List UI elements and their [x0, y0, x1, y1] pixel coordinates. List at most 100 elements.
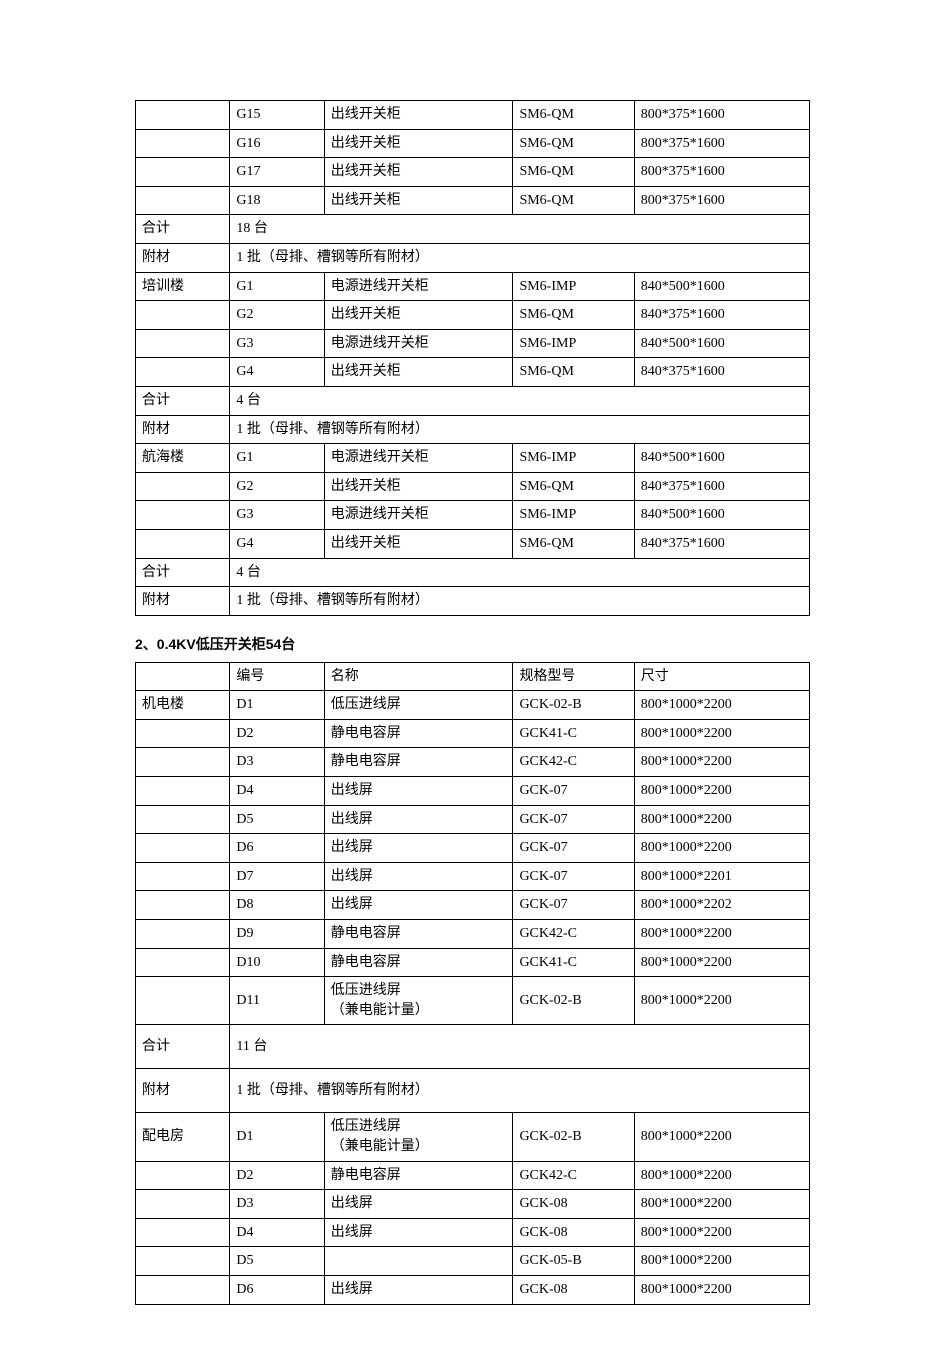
cell-location: 合计	[136, 558, 230, 587]
cell-item-name: 出线屏	[324, 834, 513, 863]
cell-dimensions: 800*1000*2200	[634, 691, 809, 720]
cell-model: GCK41-C	[513, 719, 634, 748]
cell-model: 规格型号	[513, 662, 634, 691]
table-row: G16出线开关柜SM6-QM800*375*1600	[136, 129, 810, 158]
cell-item-name: 出线开关柜	[324, 358, 513, 387]
cell-model: GCK-02-B	[513, 691, 634, 720]
cell-code: D5	[230, 805, 324, 834]
cell-location	[136, 472, 230, 501]
cell-code: G2	[230, 301, 324, 330]
cell-model: GCK42-C	[513, 1161, 634, 1190]
table-row: G2出线开关柜SM6-QM840*375*1600	[136, 472, 810, 501]
cell-code: D7	[230, 862, 324, 891]
cell-location: 附材	[136, 415, 230, 444]
cell-dimensions: 800*1000*2200	[634, 977, 809, 1025]
cell-model: SM6-QM	[513, 472, 634, 501]
cell-code: 编号	[230, 662, 324, 691]
table-1: G15出线开关柜SM6-QM800*375*1600G16出线开关柜SM6-QM…	[135, 100, 810, 616]
cell-code: D5	[230, 1247, 324, 1276]
cell-model: SM6-QM	[513, 158, 634, 187]
cell-dimensions: 840*500*1600	[634, 501, 809, 530]
cell-item-name: 静电电容屏	[324, 948, 513, 977]
cell-merged: 11 台	[230, 1025, 810, 1069]
cell-item-name: 电源进线开关柜	[324, 329, 513, 358]
table-row: G3电源进线开关柜SM6-IMP840*500*1600	[136, 329, 810, 358]
cell-code: G4	[230, 529, 324, 558]
cell-location	[136, 805, 230, 834]
cell-merged: 1 批（母排、槽钢等所有附材）	[230, 415, 810, 444]
cell-merged: 4 台	[230, 558, 810, 587]
table-row: 附材1 批（母排、槽钢等所有附材）	[136, 1069, 810, 1113]
cell-dimensions: 800*375*1600	[634, 186, 809, 215]
cell-model: SM6-QM	[513, 301, 634, 330]
cell-item-name: 出线屏	[324, 805, 513, 834]
cell-location: 航海楼	[136, 444, 230, 473]
cell-item-name	[324, 1247, 513, 1276]
cell-location: 附材	[136, 587, 230, 616]
cell-location	[136, 529, 230, 558]
table-row: 编号名称规格型号尺寸	[136, 662, 810, 691]
cell-model: SM6-QM	[513, 129, 634, 158]
table-2: 编号名称规格型号尺寸机电楼D1低压进线屏GCK-02-B800*1000*220…	[135, 662, 810, 1305]
cell-item-name: 电源进线开关柜	[324, 501, 513, 530]
cell-location: 附材	[136, 243, 230, 272]
cell-model: SM6-IMP	[513, 329, 634, 358]
cell-model: GCK-02-B	[513, 977, 634, 1025]
table-row: 合计11 台	[136, 1025, 810, 1069]
cell-item-name: 出线屏	[324, 862, 513, 891]
cell-dimensions: 840*500*1600	[634, 329, 809, 358]
cell-merged: 18 台	[230, 215, 810, 244]
cell-code: D2	[230, 719, 324, 748]
table-row: 航海楼G1电源进线开关柜SM6-IMP840*500*1600	[136, 444, 810, 473]
cell-location: 合计	[136, 386, 230, 415]
cell-model: SM6-QM	[513, 101, 634, 130]
cell-dimensions: 800*375*1600	[634, 101, 809, 130]
cell-dimensions: 800*1000*2200	[634, 1161, 809, 1190]
cell-location	[136, 301, 230, 330]
cell-location	[136, 1275, 230, 1304]
cell-dimensions: 800*1000*2200	[634, 948, 809, 977]
cell-model: GCK-07	[513, 834, 634, 863]
cell-code: G4	[230, 358, 324, 387]
table-row: D2静电电容屏GCK42-C800*1000*2200	[136, 1161, 810, 1190]
cell-code: G3	[230, 501, 324, 530]
table-row: G15出线开关柜SM6-QM800*375*1600	[136, 101, 810, 130]
cell-item-name: 名称	[324, 662, 513, 691]
table-row: D7出线屏GCK-07800*1000*2201	[136, 862, 810, 891]
cell-location	[136, 101, 230, 130]
table-row: D10静电电容屏GCK41-C800*1000*2200	[136, 948, 810, 977]
cell-dimensions: 840*375*1600	[634, 472, 809, 501]
cell-item-name: 出线开关柜	[324, 129, 513, 158]
cell-dimensions: 800*1000*2200	[634, 719, 809, 748]
cell-item-name: 出线屏	[324, 891, 513, 920]
cell-location	[136, 358, 230, 387]
cell-merged: 1 批（母排、槽钢等所有附材）	[230, 1069, 810, 1113]
cell-model: GCK42-C	[513, 748, 634, 777]
table-row: G17出线开关柜SM6-QM800*375*1600	[136, 158, 810, 187]
cell-item-name: 出线开关柜	[324, 529, 513, 558]
cell-dimensions: 840*375*1600	[634, 529, 809, 558]
cell-location	[136, 719, 230, 748]
cell-code: D6	[230, 834, 324, 863]
table-row: 机电楼D1低压进线屏GCK-02-B800*1000*2200	[136, 691, 810, 720]
cell-item-name: 静电电容屏	[324, 748, 513, 777]
cell-model: SM6-QM	[513, 529, 634, 558]
cell-item-name: 出线屏	[324, 777, 513, 806]
cell-dimensions: 800*1000*2200	[634, 1247, 809, 1276]
cell-item-name: 电源进线开关柜	[324, 272, 513, 301]
cell-location	[136, 777, 230, 806]
cell-location: 配电房	[136, 1113, 230, 1161]
cell-item-name: 静电电容屏	[324, 920, 513, 949]
cell-location	[136, 834, 230, 863]
cell-location: 培训楼	[136, 272, 230, 301]
cell-model: GCK-07	[513, 805, 634, 834]
cell-code: G3	[230, 329, 324, 358]
cell-item-name: 出线屏	[324, 1190, 513, 1219]
cell-item-name: 低压进线屏 （兼电能计量）	[324, 1113, 513, 1161]
cell-item-name: 出线开关柜	[324, 101, 513, 130]
cell-location	[136, 158, 230, 187]
cell-location	[136, 977, 230, 1025]
cell-dimensions: 800*1000*2200	[634, 920, 809, 949]
cell-code: G17	[230, 158, 324, 187]
cell-dimensions: 800*1000*2200	[634, 1218, 809, 1247]
